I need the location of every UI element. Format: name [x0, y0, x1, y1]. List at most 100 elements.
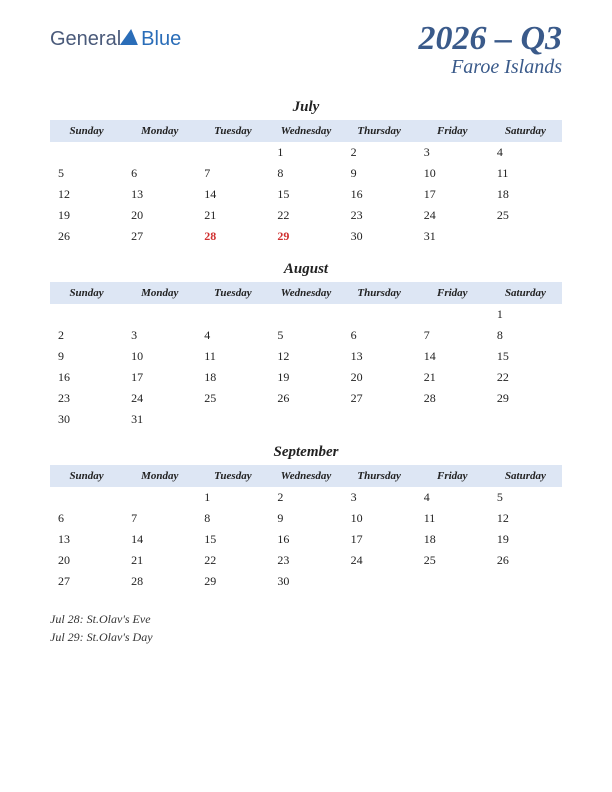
day-header: Wednesday [269, 465, 342, 487]
calendar-cell: 18 [416, 529, 489, 550]
day-header: Sunday [50, 120, 123, 142]
calendar-cell [50, 487, 123, 508]
day-header: Thursday [343, 120, 416, 142]
calendar-cell: 4 [196, 325, 269, 346]
calendar-cell: 21 [196, 205, 269, 226]
calendar-cell: 12 [269, 346, 342, 367]
logo-triangle-icon [120, 29, 140, 45]
calendar-cell [269, 409, 342, 430]
month-name: July [50, 99, 562, 116]
calendar-cell: 22 [196, 550, 269, 571]
calendar-cell: 9 [269, 508, 342, 529]
calendar-cell: 11 [196, 346, 269, 367]
calendar-cell: 13 [343, 346, 416, 367]
calendar-cell: 5 [489, 487, 562, 508]
calendar-cell: 29 [269, 226, 342, 247]
day-header: Tuesday [196, 282, 269, 304]
calendar-cell: 11 [489, 163, 562, 184]
day-header: Thursday [343, 282, 416, 304]
calendar-cell: 9 [50, 346, 123, 367]
calendar-cell: 6 [343, 325, 416, 346]
calendar-table: SundayMondayTuesdayWednesdayThursdayFrid… [50, 282, 562, 430]
calendar-cell: 23 [343, 205, 416, 226]
calendar-cell: 8 [196, 508, 269, 529]
logo: General Blue [50, 28, 181, 51]
calendar-row: 23242526272829 [50, 388, 562, 409]
calendar-cell [123, 487, 196, 508]
calendar-cell [196, 409, 269, 430]
calendar-cell: 21 [123, 550, 196, 571]
calendar-row: 3031 [50, 409, 562, 430]
calendar-row: 12131415161718 [50, 184, 562, 205]
calendar-cell: 26 [50, 226, 123, 247]
calendar-row: 16171819202122 [50, 367, 562, 388]
calendar-cell [50, 142, 123, 163]
calendar-row: 567891011 [50, 163, 562, 184]
calendar-cell: 31 [123, 409, 196, 430]
calendar-cell: 23 [50, 388, 123, 409]
calendar-cell: 30 [50, 409, 123, 430]
calendar-cell: 10 [416, 163, 489, 184]
day-header: Sunday [50, 465, 123, 487]
calendar-cell: 1 [196, 487, 269, 508]
calendar-row: 9101112131415 [50, 346, 562, 367]
calendar-cell: 8 [269, 163, 342, 184]
calendar-cell [123, 142, 196, 163]
month-block: JulySundayMondayTuesdayWednesdayThursday… [50, 99, 562, 247]
calendar-cell: 4 [416, 487, 489, 508]
calendar-row: 27282930 [50, 571, 562, 592]
calendar-cell: 25 [416, 550, 489, 571]
calendar-cell: 13 [123, 184, 196, 205]
calendar-row: 2345678 [50, 325, 562, 346]
calendar-row: 19202122232425 [50, 205, 562, 226]
calendar-cell: 18 [196, 367, 269, 388]
calendar-cell [489, 226, 562, 247]
calendar-cell: 10 [123, 346, 196, 367]
calendar-cell: 7 [416, 325, 489, 346]
calendar-cell: 1 [489, 304, 562, 325]
calendar-cell: 20 [50, 550, 123, 571]
calendar-cell: 7 [123, 508, 196, 529]
calendar-cell [123, 304, 196, 325]
calendar-cell: 22 [489, 367, 562, 388]
month-block: SeptemberSundayMondayTuesdayWednesdayThu… [50, 444, 562, 592]
calendar-cell: 28 [196, 226, 269, 247]
calendar-cell: 19 [269, 367, 342, 388]
calendar-cell: 14 [196, 184, 269, 205]
calendar-cell [416, 571, 489, 592]
calendar-row: 1234 [50, 142, 562, 163]
calendar-cell: 19 [50, 205, 123, 226]
calendar-cell: 29 [489, 388, 562, 409]
calendar-cell: 2 [50, 325, 123, 346]
calendar-cell: 22 [269, 205, 342, 226]
day-header: Tuesday [196, 465, 269, 487]
calendar-cell: 26 [269, 388, 342, 409]
calendar-cell: 10 [343, 508, 416, 529]
calendar-row: 6789101112 [50, 508, 562, 529]
calendar-cell [343, 409, 416, 430]
calendar-cell: 28 [416, 388, 489, 409]
calendar-cell: 16 [50, 367, 123, 388]
calendar-cell: 17 [343, 529, 416, 550]
calendar-cell: 27 [343, 388, 416, 409]
calendar-cell: 26 [489, 550, 562, 571]
logo-text-blue: Blue [141, 28, 181, 51]
day-header: Saturday [489, 282, 562, 304]
day-header: Wednesday [269, 120, 342, 142]
calendar-cell [196, 304, 269, 325]
holiday-list: Jul 28: St.Olav's EveJul 29: St.Olav's D… [50, 610, 562, 646]
day-header: Tuesday [196, 120, 269, 142]
calendar-cell [416, 409, 489, 430]
calendar-cell [343, 571, 416, 592]
day-header: Saturday [489, 465, 562, 487]
day-header: Friday [416, 282, 489, 304]
calendar-cell: 18 [489, 184, 562, 205]
calendar-cell: 12 [50, 184, 123, 205]
calendar-row: 20212223242526 [50, 550, 562, 571]
calendar-cell: 3 [416, 142, 489, 163]
calendar-cell: 3 [123, 325, 196, 346]
month-block: AugustSundayMondayTuesdayWednesdayThursd… [50, 261, 562, 430]
calendar-row: 12345 [50, 487, 562, 508]
calendar-cell: 9 [343, 163, 416, 184]
day-header: Friday [416, 465, 489, 487]
